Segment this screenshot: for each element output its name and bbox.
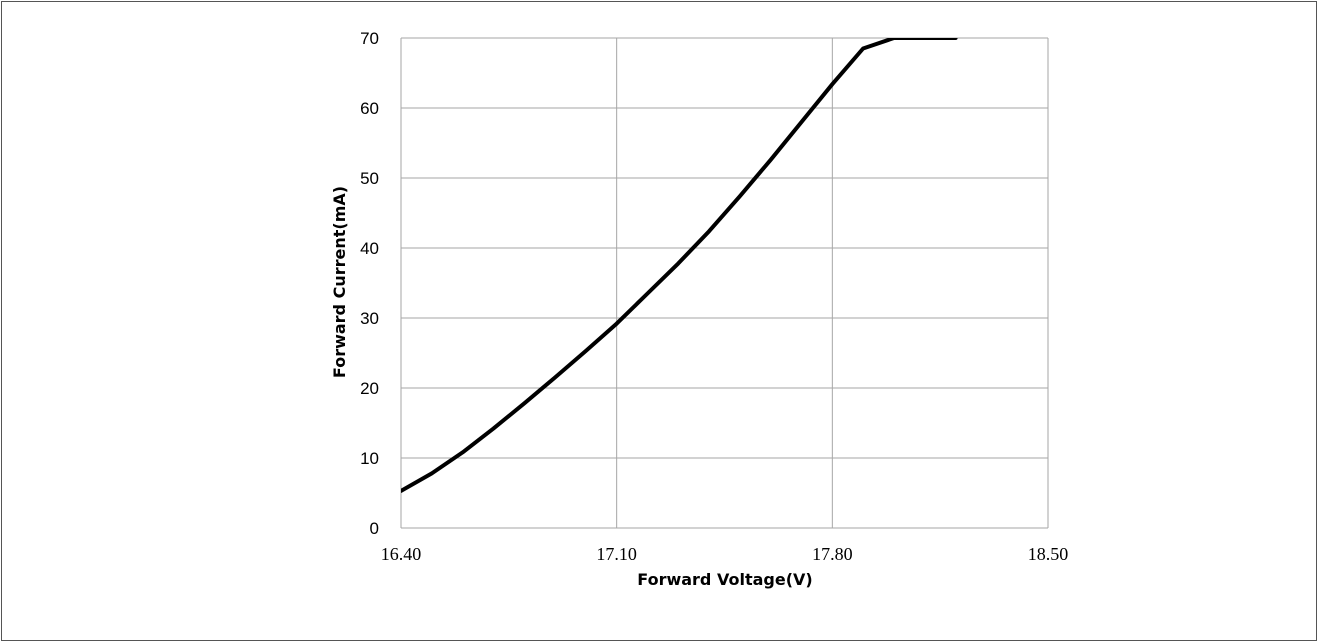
tick-labels: 0 10 20 30 40 50 60 70 16.40 17.10 17.80 18.50 — [360, 29, 1068, 564]
grid-lines — [400, 37, 1049, 529]
series-line-0 — [401, 38, 958, 493]
x-axis-title: Forward Voltage(V) — [637, 570, 812, 589]
y-axis-title: Forward Current(mA) — [330, 186, 349, 378]
y-tick-label: 50 — [360, 169, 379, 188]
y-tick-label: 40 — [360, 239, 379, 258]
y-tick-label: 20 — [360, 379, 379, 398]
y-tick-label: 70 — [360, 29, 379, 48]
y-tick-label: 30 — [360, 309, 379, 328]
y-tick-label: 10 — [360, 449, 379, 468]
series-group — [401, 38, 958, 493]
x-tick-label: 17.10 — [596, 544, 637, 564]
y-tick-label: 60 — [360, 99, 379, 118]
x-tick-label: 16.40 — [381, 544, 422, 564]
y-tick-label: 0 — [370, 519, 379, 538]
x-tick-label: 18.50 — [1028, 544, 1069, 564]
x-tick-label: 17.80 — [812, 544, 853, 564]
forward-iv-chart: 0 10 20 30 40 50 60 70 16.40 17.10 17.80 18.50 Forw… — [330, 29, 1068, 589]
